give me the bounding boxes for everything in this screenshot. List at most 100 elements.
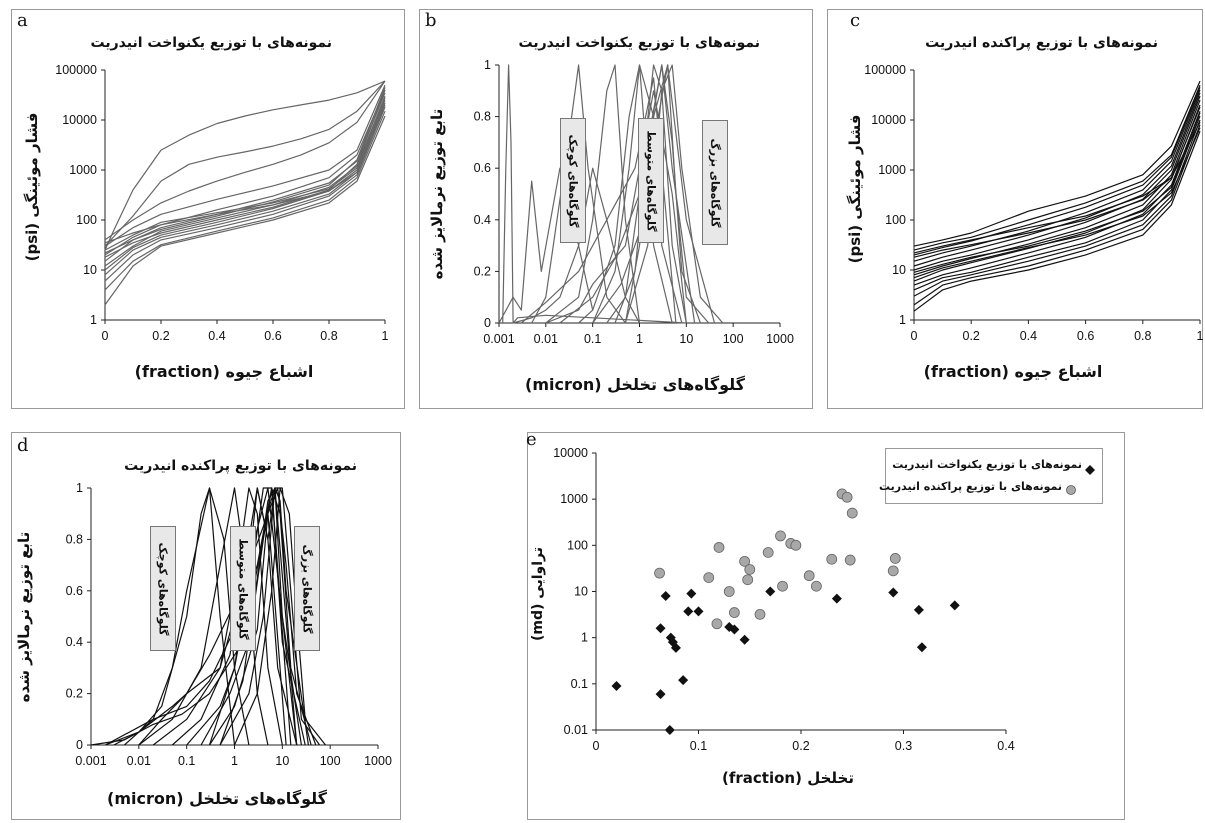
- legend-item-dispersed: نمونه‌های با توزیع پراکنده انیدریت: [879, 480, 1062, 493]
- x-tick-label: 0.8: [1134, 329, 1151, 343]
- series-line: [104, 80, 386, 241]
- data-point: [739, 555, 751, 567]
- y-tick-label: 1000: [69, 163, 97, 177]
- series-line: [105, 487, 236, 746]
- series-line: [186, 487, 306, 746]
- data-point: [846, 507, 858, 519]
- series-line: [113, 487, 298, 746]
- data-point: [744, 564, 756, 575]
- data-point: [742, 574, 754, 586]
- y-tick-label: 10000: [871, 113, 906, 127]
- series-line: [913, 80, 1201, 247]
- data-point: [686, 588, 697, 599]
- data-point: [655, 689, 666, 700]
- data-point: [777, 580, 788, 592]
- chart-title: نمونه‌های با توزیع پراکنده انیدریت: [925, 35, 1158, 51]
- series-line: [104, 80, 386, 251]
- diamond-marker-icon: [1084, 461, 1096, 480]
- series-line: [624, 64, 724, 324]
- data-point: [728, 607, 740, 618]
- x-tick-label: 0.1: [690, 739, 707, 753]
- x-tick-label: 0.3: [895, 739, 912, 753]
- series-line: [520, 77, 677, 324]
- y-tick-label: 10: [892, 263, 906, 277]
- data-point: [654, 567, 665, 579]
- data-point: [949, 600, 960, 611]
- x-axis-label: تخلخل (fraction): [722, 769, 854, 787]
- series-line: [913, 87, 1201, 256]
- medium-throats-box: گلوگاه‌های متوسط: [638, 118, 664, 243]
- data-point: [762, 547, 774, 558]
- y-tick-label: 100000: [864, 63, 906, 77]
- x-tick-label: 0.4: [1020, 329, 1037, 343]
- x-tick-label: 100: [320, 754, 341, 768]
- y-tick-label: 100000: [55, 63, 97, 77]
- y-tick-label: 10000: [62, 113, 97, 127]
- chart-title: نمونه‌های با توزیع پراکنده انیدریت: [124, 458, 357, 474]
- x-tick-label: 1: [231, 754, 238, 768]
- y-axis-label: تراوایی (md): [530, 547, 546, 641]
- data-point: [664, 725, 675, 735]
- series-line: [104, 89, 386, 258]
- series-line: [104, 102, 386, 244]
- legend-item-uniform: نمونه‌های با توزیع یکنواخت انیدریت: [892, 458, 1082, 471]
- series-line: [592, 64, 683, 324]
- series-line: [104, 95, 386, 267]
- series-line: [104, 99, 386, 271]
- x-tick-label: 0.4: [997, 739, 1014, 753]
- large-throats-box: گلوگاه‌های بزرگ: [294, 526, 320, 651]
- series-line: [219, 487, 321, 746]
- x-axis-label: گلوگاه‌های تخلخل (micron): [107, 789, 327, 808]
- series-line: [104, 84, 386, 247]
- chart-panel-b: b نمونه‌های با توزیع یکنواخت انیدریت 0.0…: [419, 9, 813, 409]
- plot-area: 0 0.1 0.2 0.3 0.4 0.01 0.1 1 10 100 1000 10000: [553, 446, 1014, 753]
- x-tick-label: 0.1: [584, 332, 601, 346]
- circle-marker-icon: [1065, 481, 1077, 500]
- data-point: [889, 553, 901, 564]
- y-tick-label: 1: [484, 58, 491, 72]
- x-tick-label: 0.8: [320, 329, 337, 343]
- series-line: [104, 115, 386, 306]
- x-tick-label: 1: [1197, 329, 1204, 343]
- plot-area: 0 0.2 0.4 0.6 0.8 1 1 10 100 1000 10000 100000: [864, 63, 1204, 343]
- x-tick-label: 100: [723, 332, 744, 346]
- series-line: [913, 119, 1201, 297]
- series-line: [104, 89, 386, 256]
- y-tick-label: 0.4: [66, 635, 83, 649]
- data-point: [826, 553, 838, 565]
- chart-panel-c: c نمونه‌های با توزیع پراکنده انیدریت 0 0.…: [827, 9, 1204, 409]
- x-axis-label: گلوگاه‌های تخلخل (micron): [525, 375, 745, 394]
- data-point: [916, 642, 927, 653]
- data-point: [831, 593, 842, 604]
- x-tick-label: 0: [593, 739, 600, 753]
- panel-label: c: [850, 10, 861, 31]
- x-axis-label: اشباع جیوه (fraction): [134, 362, 314, 381]
- data-point: [844, 554, 856, 566]
- y-tick-label: 100: [567, 538, 588, 552]
- data-point: [754, 608, 766, 620]
- data-point: [670, 642, 681, 653]
- y-tick-label: 0.8: [474, 110, 491, 124]
- y-tick-label: 10000: [553, 446, 588, 460]
- y-tick-label: 1: [581, 631, 588, 645]
- series-line: [913, 130, 1201, 312]
- data-point: [713, 542, 725, 553]
- series-line: [913, 106, 1201, 258]
- data-point: [683, 606, 694, 617]
- large-throats-box: گلوگاه‌های بزرگ: [702, 120, 728, 245]
- data-point: [887, 565, 899, 577]
- panel-label: e: [526, 429, 537, 450]
- x-tick-label: 0.01: [127, 754, 151, 768]
- data-point: [810, 580, 822, 592]
- x-tick-label: 0.6: [264, 329, 281, 343]
- x-tick-label: 0: [911, 329, 918, 343]
- y-axis-label: تابع توزیع نرمالایز شده: [15, 531, 33, 703]
- y-tick-label: 0: [76, 738, 83, 752]
- legend: نمونه‌های با توزیع یکنواخت انیدریت نمونه…: [879, 448, 1103, 504]
- data-point: [723, 586, 735, 597]
- series-line: [913, 122, 1201, 254]
- data-point: [693, 606, 704, 617]
- series-line: [578, 64, 673, 324]
- panel-label: a: [17, 10, 28, 31]
- y-tick-label: 1000: [560, 492, 588, 506]
